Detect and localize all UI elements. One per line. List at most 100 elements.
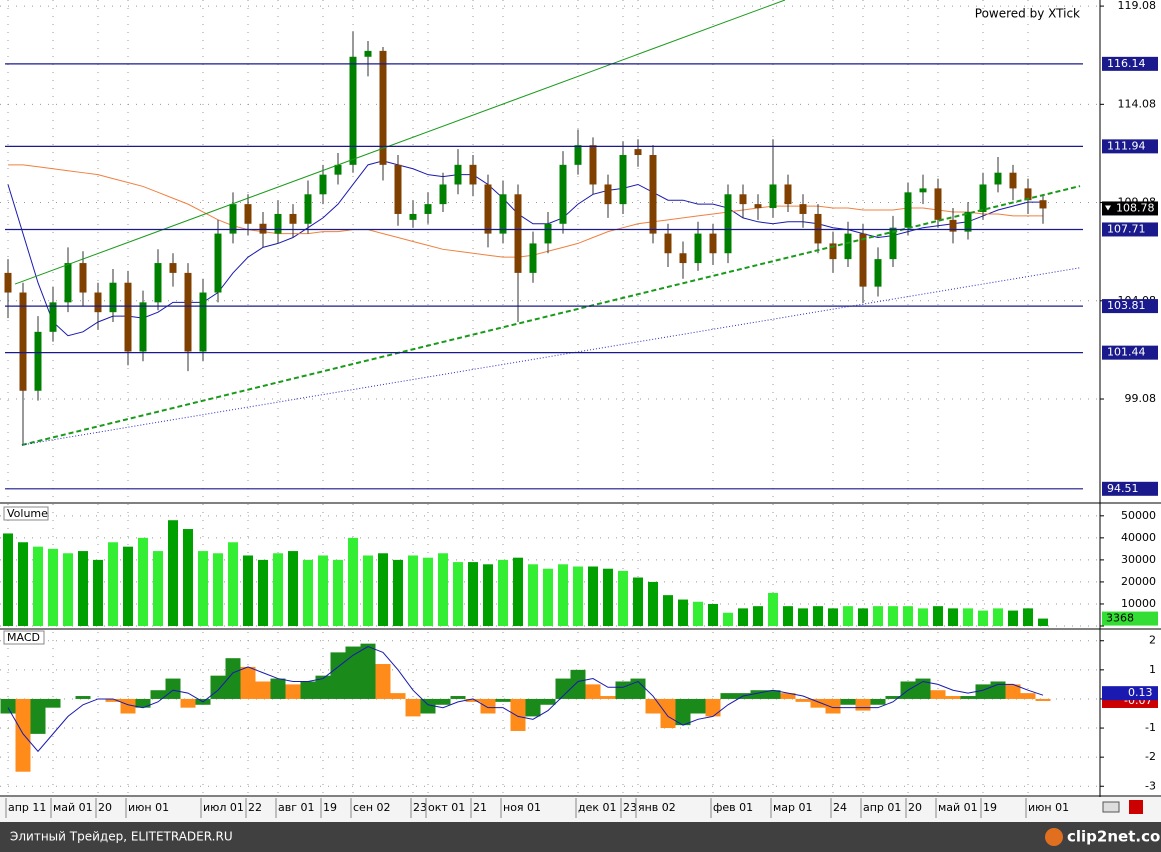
macd-bar [720,693,736,699]
volume-bar [18,542,28,626]
macd-bar [330,652,346,699]
macd-line-label-box [1102,686,1158,701]
candle-body [379,50,387,165]
macd-bar [225,658,241,699]
candle-body [124,282,132,352]
y-tick-label: 1 [1149,663,1156,676]
volume-bar [243,555,253,626]
x-tick-label: авг 01 [278,801,315,814]
current-price-label: 108.78 [1116,201,1155,214]
candle-body [394,164,402,214]
icon[interactable] [1129,800,1143,814]
candle-body [49,302,57,332]
volume-bar [1008,610,1018,626]
candle-body [709,233,717,254]
logo: clip2net.com [1067,828,1161,846]
y-tick-label: 40000 [1121,531,1156,544]
volume-bar [288,551,298,626]
x-tick-label: июн 01 [128,801,169,814]
macd-bar [315,675,331,699]
volume-bar [708,603,718,626]
x-tick-label: 23 [623,801,637,814]
candle-body [604,184,612,205]
x-tick-label: 23 [413,801,427,814]
macd-bar [645,698,661,714]
candle-body [469,164,477,185]
macd-bar [690,698,706,714]
volume-label: 3368 [1106,612,1134,625]
candle-body [424,204,432,214]
macd-bar [150,690,166,699]
macd-bar [780,693,796,699]
volume-bar [813,606,823,626]
candle-body [844,233,852,260]
volume-bar [3,533,13,626]
current-price-marker [1105,205,1111,211]
candle-body [94,292,102,313]
panel-title-box [3,630,45,645]
volume-bar [213,553,223,626]
candle-body [544,223,552,244]
volume-label-box [1102,611,1158,626]
macd-bar [855,698,871,711]
candle-body [559,164,567,224]
volume-bar [78,551,88,626]
volume-bar [648,581,658,626]
level-label-box [1102,222,1158,237]
candle-body [799,204,807,214]
x-tick-label: 24 [833,801,847,814]
macd-bar [630,678,646,699]
macd-bar [510,698,526,731]
volume-bar [423,557,433,626]
footer-caption: Элитный Трейдер, ELITETRADER.RU [10,830,233,844]
macd-bar [585,684,601,699]
x-tick-label: 19 [983,801,997,814]
volume-bar [168,520,178,626]
volume-bar [1023,608,1033,626]
candle-body [274,213,282,234]
macd-bar [240,666,256,699]
volume-bar [753,606,763,626]
candle-body [904,192,912,228]
volume-bar [528,564,538,626]
x-tick-label: фев 01 [713,801,753,814]
volume-bar [108,542,118,626]
x-tick-label: ноя 01 [503,801,541,814]
macd-line-label: 0.13 [1128,686,1153,699]
logo-icon [1045,828,1063,846]
volume-bar [573,566,583,626]
macd-bar [15,698,31,772]
volume-bar [33,546,43,626]
volume-bar [948,608,958,626]
icon[interactable] [1102,801,1120,813]
macd-bar [930,690,946,699]
x-tick-label: дек 01 [578,801,617,814]
candle-body [34,331,42,391]
candle-body [364,50,372,57]
candle-body [664,233,672,254]
candle-body [199,292,207,352]
panel-title-box [3,506,49,521]
volume-bar [633,577,643,626]
volume-bar [543,568,553,626]
macd-bar [600,696,616,699]
moving-average [8,164,1043,258]
footer-bar [0,822,1161,852]
macd-bar [75,696,91,699]
macd-bar [525,698,541,717]
volume-bar [348,537,358,626]
level-label: 107.71 [1107,222,1146,235]
macd-bar [45,698,61,708]
y-tick-label: 30000 [1121,553,1156,566]
candle-body [649,155,657,234]
volume-bar [783,606,793,626]
macd-bar [615,681,631,699]
macd-bar [30,698,46,734]
volume-bar [798,608,808,626]
macd-bar [405,698,421,717]
volume-bar [618,570,628,626]
level-label-box [1102,345,1158,360]
volume-bar [258,559,268,626]
candle-body [814,213,822,244]
